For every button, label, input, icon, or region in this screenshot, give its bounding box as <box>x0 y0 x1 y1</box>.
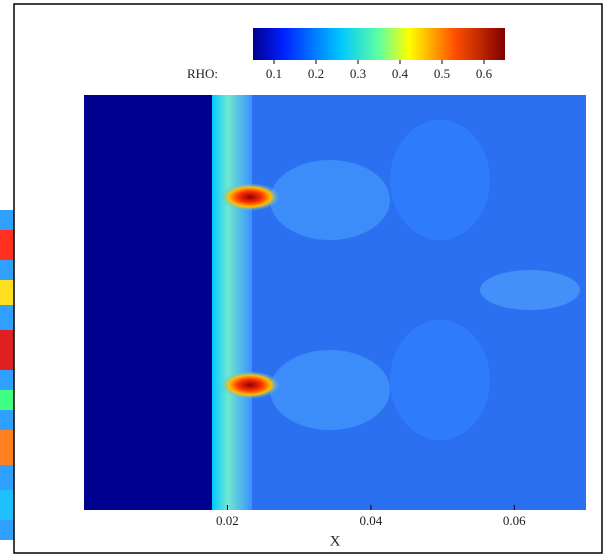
colorbar-tick-label: 0.3 <box>350 66 366 81</box>
x-axis-label: X <box>330 533 341 549</box>
colorbar <box>253 28 505 60</box>
colorbar-label: RHO: <box>187 66 218 81</box>
colorbar-tick-label: 0.2 <box>308 66 324 81</box>
side-image-strip <box>0 210 14 540</box>
x-tick-label: 0.02 <box>216 513 239 528</box>
x-tick-label: 0.06 <box>503 513 526 528</box>
colorbar-tick-label: 0.4 <box>392 66 409 81</box>
density-field <box>84 95 586 510</box>
colorbar-tick-label: 0.5 <box>434 66 450 81</box>
x-tick-label: 0.04 <box>359 513 382 528</box>
colorbar-tick-label: 0.6 <box>476 66 493 81</box>
colorbar-tick-label: 0.1 <box>266 66 282 81</box>
